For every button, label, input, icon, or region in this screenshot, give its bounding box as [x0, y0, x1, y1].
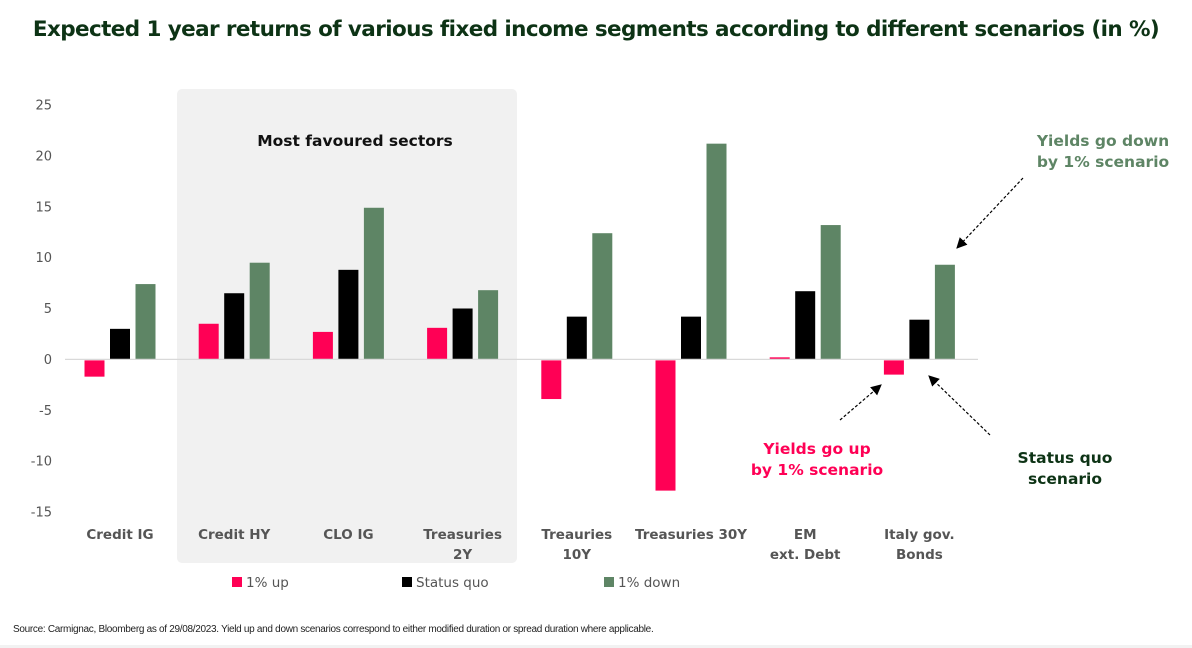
- x-tick-label: Credit IG: [86, 527, 153, 543]
- x-tick-label: Credit HY: [198, 527, 270, 543]
- x-tick-label: Bonds: [896, 547, 943, 563]
- legend-swatch-down: [604, 577, 614, 587]
- legend-label: Status quo: [416, 575, 489, 591]
- bar-down: [135, 284, 156, 360]
- y-tick-label: 25: [35, 99, 52, 114]
- bar-down: [706, 143, 727, 360]
- chart-title: Expected 1 year returns of various fixed…: [32, 17, 1160, 42]
- chart: Most favoured sectors 25 20 15 10 5 0 -5 -10 -15…: [31, 89, 1169, 591]
- annotations: Yields go down by 1% scenario Yields go up…: [751, 132, 1169, 488]
- annotation-label: Yields go up: [762, 440, 870, 458]
- x-tick-label: CLO IG: [323, 527, 373, 543]
- x-tick-label: EM: [794, 527, 817, 543]
- x-tick-label: Treasuries 30Y: [635, 527, 747, 543]
- bar-up: [427, 327, 448, 360]
- legend-label: 1% up: [246, 575, 289, 591]
- annotation-arrow-icon: [839, 384, 882, 421]
- source-note: Source: Carmignac, Bloomberg as of 29/08…: [13, 624, 654, 635]
- y-tick-label: 0: [44, 353, 52, 368]
- y-axis: 25 20 15 10 5 0 -5 -10 -15: [31, 99, 52, 521]
- x-tick-label: Treauries: [541, 527, 612, 543]
- bar-down: [478, 290, 499, 360]
- most-favoured-label: Most favoured sectors: [257, 132, 453, 150]
- annotation-label: scenario: [1028, 470, 1102, 488]
- legend-label: 1% down: [618, 575, 680, 591]
- bar-up: [883, 360, 904, 375]
- y-tick-label: -5: [39, 404, 52, 419]
- x-tick-label: 10Y: [563, 547, 592, 563]
- annotation-label: by 1% scenario: [1037, 153, 1169, 171]
- x-tick-label: Treasuries: [423, 527, 502, 543]
- y-tick-label: -15: [31, 506, 52, 521]
- bar-down: [820, 225, 841, 360]
- bar-up: [198, 323, 219, 360]
- legend-swatch-status-quo: [402, 577, 412, 587]
- y-tick-label: -10: [31, 455, 52, 470]
- x-tick-label: ext. Debt: [770, 547, 841, 563]
- bar-status-quo: [338, 269, 359, 360]
- y-tick-label: 5: [44, 302, 52, 317]
- bar-down: [934, 264, 955, 360]
- annotation-arrow-icon: [928, 375, 991, 436]
- legend: 1% up Status quo 1% down: [232, 575, 680, 591]
- x-tick-label: 2Y: [453, 547, 472, 563]
- x-axis: Credit IG Credit HY CLO IG Treasuries 2Y Trea…: [86, 527, 954, 563]
- y-tick-label: 10: [35, 251, 52, 266]
- bar-up: [769, 357, 790, 360]
- x-tick-label: Italy gov.: [884, 527, 954, 543]
- bottom-border: [0, 645, 1192, 648]
- bar-up: [655, 360, 676, 491]
- bar-status-quo: [110, 328, 130, 360]
- legend-swatch-up: [232, 577, 242, 587]
- annotation-label: by 1% scenario: [751, 461, 883, 479]
- annotation-label: Yields go down: [1036, 132, 1169, 150]
- annotation-label: Status quo: [1018, 449, 1113, 467]
- bar-status-quo: [681, 316, 701, 360]
- bar-status-quo: [795, 291, 816, 360]
- bar-status-quo: [566, 316, 587, 360]
- bar-up: [312, 331, 333, 360]
- y-tick-label: 20: [35, 149, 52, 164]
- bar-up: [541, 360, 562, 400]
- bar-status-quo: [452, 308, 473, 360]
- bar-status-quo: [909, 319, 930, 360]
- bar-up: [84, 360, 105, 377]
- annotation-arrow-icon: [956, 177, 1024, 249]
- bar-down: [363, 207, 384, 360]
- bars: [84, 143, 955, 491]
- bar-down: [249, 262, 270, 360]
- y-tick-label: 15: [35, 200, 52, 215]
- bar-status-quo: [224, 293, 245, 360]
- bar-down: [592, 233, 613, 360]
